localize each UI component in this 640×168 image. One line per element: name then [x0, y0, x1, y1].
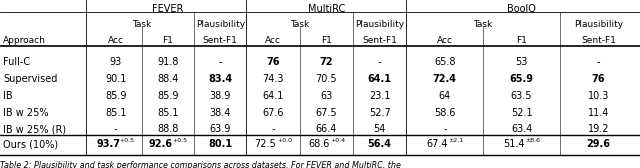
Text: F1: F1 — [163, 36, 173, 45]
Text: Ours (10%): Ours (10%) — [3, 139, 58, 149]
Text: 64: 64 — [438, 91, 451, 101]
Text: 88.4: 88.4 — [157, 74, 179, 84]
Text: -: - — [271, 124, 275, 134]
Text: 88.8: 88.8 — [157, 124, 179, 134]
Text: 80.1: 80.1 — [208, 139, 232, 149]
Text: 68.6: 68.6 — [308, 139, 330, 149]
Text: 53: 53 — [515, 57, 528, 67]
Text: 67.4: 67.4 — [426, 139, 448, 149]
Text: 72: 72 — [319, 57, 333, 67]
Text: 83.4: 83.4 — [208, 74, 232, 84]
Text: +0.5: +0.5 — [172, 138, 187, 143]
Text: Approach: Approach — [3, 36, 46, 45]
Text: 23.1: 23.1 — [369, 91, 390, 101]
Text: -: - — [443, 124, 447, 134]
Text: 58.6: 58.6 — [434, 108, 456, 117]
Text: 67.6: 67.6 — [262, 108, 284, 117]
Text: 56.4: 56.4 — [368, 139, 392, 149]
Text: 72.4: 72.4 — [433, 74, 457, 84]
Text: 64.1: 64.1 — [262, 91, 284, 101]
Text: Plausibility: Plausibility — [196, 20, 245, 29]
Text: F1: F1 — [516, 36, 527, 45]
Text: 76: 76 — [266, 57, 280, 67]
Text: 52.1: 52.1 — [511, 108, 532, 117]
Text: 66.4: 66.4 — [316, 124, 337, 134]
Text: 63.4: 63.4 — [511, 124, 532, 134]
Text: Full-C: Full-C — [3, 57, 30, 67]
Text: IB w 25% (R): IB w 25% (R) — [3, 124, 67, 134]
Text: Task: Task — [290, 20, 309, 29]
Text: 76: 76 — [591, 74, 605, 84]
Text: Supervised: Supervised — [3, 74, 58, 84]
Text: FEVER: FEVER — [152, 4, 184, 14]
Text: 90.1: 90.1 — [105, 74, 127, 84]
Text: -: - — [114, 124, 118, 134]
Text: ±8.6: ±8.6 — [525, 138, 541, 143]
Text: 54: 54 — [374, 124, 386, 134]
Text: Acc: Acc — [437, 36, 453, 45]
Text: Table 2: Plausibility and task performance comparisons across datasets. For FEVE: Table 2: Plausibility and task performan… — [0, 161, 401, 168]
Text: 85.9: 85.9 — [105, 91, 127, 101]
Text: 63.9: 63.9 — [209, 124, 231, 134]
Text: 19.2: 19.2 — [588, 124, 609, 134]
Text: 10.3: 10.3 — [588, 91, 609, 101]
Text: 72.5: 72.5 — [255, 139, 276, 149]
Text: ±2.1: ±2.1 — [449, 138, 464, 143]
Text: Plausibility: Plausibility — [574, 20, 623, 29]
Text: 38.4: 38.4 — [209, 108, 231, 117]
Text: 85.1: 85.1 — [105, 108, 127, 117]
Text: -: - — [378, 57, 381, 67]
Text: 29.6: 29.6 — [586, 139, 611, 149]
Text: F1: F1 — [321, 36, 332, 45]
Text: 93.7: 93.7 — [96, 139, 120, 149]
Text: 70.5: 70.5 — [316, 74, 337, 84]
Text: 51.4: 51.4 — [503, 139, 525, 149]
Text: Plausibility: Plausibility — [355, 20, 404, 29]
Text: -: - — [218, 57, 222, 67]
Text: 93: 93 — [109, 57, 122, 67]
Text: 52.7: 52.7 — [369, 108, 390, 117]
Text: +0.4: +0.4 — [330, 138, 346, 143]
Text: +0.5: +0.5 — [120, 138, 135, 143]
Text: MultiRC: MultiRC — [308, 4, 345, 14]
Text: 92.6: 92.6 — [148, 139, 172, 149]
Text: 63: 63 — [320, 91, 333, 101]
Text: 64.1: 64.1 — [368, 74, 392, 84]
Text: 85.9: 85.9 — [157, 91, 179, 101]
Text: 11.4: 11.4 — [588, 108, 609, 117]
Text: 63.5: 63.5 — [511, 91, 532, 101]
Text: Acc: Acc — [265, 36, 281, 45]
Text: IB w 25%: IB w 25% — [3, 108, 49, 117]
Text: IB: IB — [3, 91, 13, 101]
Text: Acc: Acc — [108, 36, 124, 45]
Text: Sent-F1: Sent-F1 — [581, 36, 616, 45]
Text: BoolQ: BoolQ — [507, 4, 536, 14]
Text: Task: Task — [474, 20, 493, 29]
Text: Sent-F1: Sent-F1 — [203, 36, 237, 45]
Text: -: - — [596, 57, 600, 67]
Text: 38.9: 38.9 — [209, 91, 231, 101]
Text: 74.3: 74.3 — [262, 74, 284, 84]
Text: +0.0: +0.0 — [277, 138, 292, 143]
Text: 85.1: 85.1 — [157, 108, 179, 117]
Text: 67.5: 67.5 — [316, 108, 337, 117]
Text: Task: Task — [132, 20, 152, 29]
Text: Sent-F1: Sent-F1 — [362, 36, 397, 45]
Text: 91.8: 91.8 — [157, 57, 179, 67]
Text: 65.9: 65.9 — [509, 74, 534, 84]
Text: 65.8: 65.8 — [434, 57, 456, 67]
